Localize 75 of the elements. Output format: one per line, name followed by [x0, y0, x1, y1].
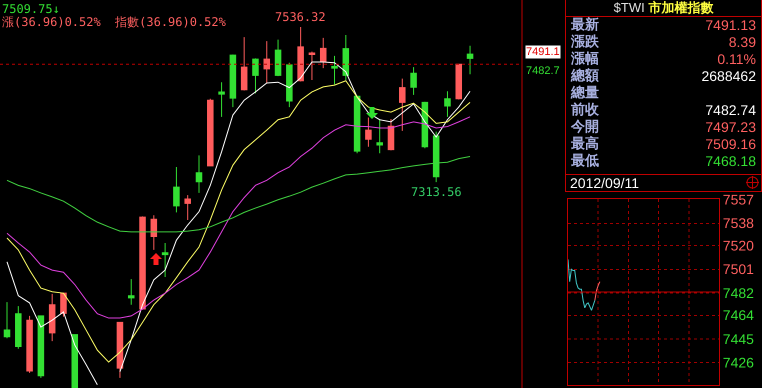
y-tick-label: 7501	[722, 261, 754, 278]
y-tick-label: 7426	[722, 354, 754, 370]
text: 2012/09/11	[569, 175, 640, 191]
candlestick	[116, 322, 124, 378]
candlestick	[162, 242, 168, 278]
candlestick	[331, 55, 338, 85]
y-tick-label: 7538	[722, 215, 754, 232]
candlestick	[184, 194, 191, 220]
y-tick-label: 7520	[722, 238, 754, 254]
candlestick	[274, 39, 282, 77]
candlestick	[376, 119, 383, 154]
candlestick	[297, 26, 304, 82]
category-label: 最新	[571, 17, 599, 34]
candlestick	[218, 82, 225, 118]
annotation: 漲(36.96)0.52% 指數(36.96)0.52%	[2, 15, 227, 29]
candlestick	[128, 278, 134, 306]
text: 2688462	[701, 68, 756, 84]
category-label: 總量	[571, 85, 599, 102]
y-tick-label: 7557	[722, 192, 754, 208]
candlestick	[388, 118, 394, 151]
candlestick	[196, 154, 202, 194]
category-label: 前收	[571, 102, 599, 119]
text: 7482.74	[705, 102, 756, 118]
text: $TWI	[614, 0, 645, 15]
candlestick	[240, 36, 248, 92]
candlestick	[230, 54, 236, 108]
text: 7509.75↓	[2, 2, 60, 16]
text: 7491.1	[526, 46, 560, 58]
text: 7482.7	[526, 65, 560, 77]
annotation: 7313.56	[411, 185, 462, 199]
category-label: 今開	[571, 119, 599, 136]
text: 0.11%	[717, 51, 756, 67]
candlestick	[207, 98, 214, 167]
candlestick	[354, 95, 360, 154]
candlestick	[308, 51, 316, 81]
candlestick	[15, 306, 22, 350]
candlestick	[320, 37, 326, 69]
candlestick	[252, 58, 259, 94]
text: 7497.23	[705, 119, 756, 135]
candlestick	[444, 90, 451, 118]
category-label: 最高	[571, 136, 599, 153]
candlestick	[422, 101, 428, 149]
line-series	[594, 281, 600, 301]
candlestick	[48, 293, 56, 342]
candlestick	[410, 66, 417, 96]
candlestick	[38, 315, 44, 378]
text: 市加權指數	[648, 1, 714, 16]
text: 7509.16	[705, 136, 756, 152]
y-tick-label: 7482	[722, 284, 754, 301]
category-label: 總額	[571, 68, 599, 85]
candlestick	[286, 62, 293, 108]
candlestick	[466, 45, 474, 75]
candlestick	[72, 334, 78, 388]
candlestick	[173, 166, 180, 213]
line-series	[568, 258, 596, 311]
candlestick	[263, 40, 270, 84]
candlestick	[342, 34, 350, 81]
y-tick-label: 7445	[722, 330, 754, 347]
annotation: 7536.32	[275, 10, 326, 24]
candlestick	[26, 315, 33, 374]
candlestick	[139, 216, 146, 310]
candlestick	[432, 131, 440, 183]
text: 8.39	[728, 34, 756, 50]
candlestick	[4, 302, 10, 339]
candlestick	[150, 214, 158, 250]
category-label: 漲跌	[571, 34, 599, 51]
candlestick	[60, 292, 67, 318]
text: 7491.13	[705, 17, 756, 33]
text: 7468.18	[705, 153, 756, 169]
candlestick	[365, 117, 372, 148]
candlestick	[399, 78, 406, 132]
category-label: 漲幅	[571, 51, 599, 68]
y-tick-label: 7464	[722, 307, 754, 324]
candlestick	[455, 64, 462, 100]
category-label: 最低	[571, 153, 599, 170]
